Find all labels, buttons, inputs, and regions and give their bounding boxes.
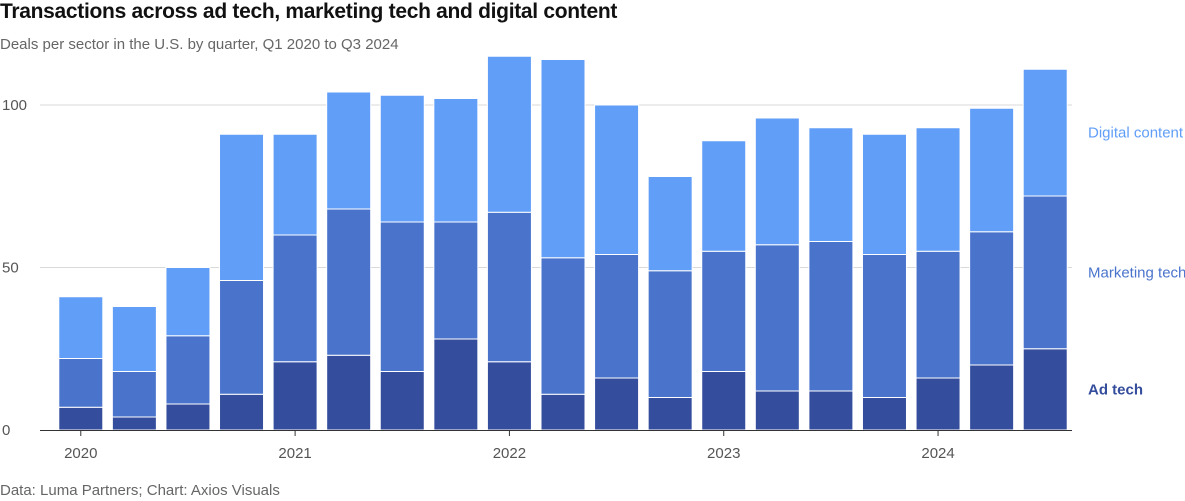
bar-digital-content (58, 296, 104, 359)
bar-ad-tech (701, 371, 747, 431)
bar-ad-tech (111, 416, 157, 431)
bar-ad-tech (540, 393, 586, 431)
legend-ad-tech: Ad tech (1088, 381, 1143, 398)
bar-digital-content (969, 107, 1015, 233)
legend: Digital content Marketing tech Ad tech (1088, 125, 1185, 399)
bar-ad-tech (58, 406, 104, 431)
bar-marketing-tech (754, 244, 800, 392)
bar-ad-tech (969, 364, 1015, 431)
bar-digital-content (647, 176, 693, 272)
legend-digital-content: Digital content (1088, 125, 1184, 142)
bar-ad-tech (379, 371, 425, 431)
bar-ad-tech (915, 377, 961, 431)
bar-digital-content (111, 306, 157, 372)
bar-ad-tech (647, 397, 693, 431)
bar-ad-tech (808, 390, 854, 431)
bar-digital-content (379, 94, 425, 223)
bar-digital-content (594, 104, 640, 255)
bar-marketing-tech (594, 254, 640, 379)
bar-marketing-tech (1022, 195, 1068, 350)
bar-marketing-tech (272, 234, 318, 363)
y-tick-label: 50 (2, 260, 19, 277)
bar-marketing-tech (540, 257, 586, 395)
bar-ad-tech (165, 403, 211, 431)
bar-digital-content (808, 127, 854, 242)
bar-marketing-tech (433, 221, 479, 340)
x-tick-label: 2024 (921, 445, 954, 462)
x-tick-label: 2023 (707, 445, 740, 462)
bar-ad-tech (219, 393, 265, 431)
bar-marketing-tech (219, 280, 265, 395)
bar-ad-tech (1022, 348, 1068, 431)
bar-marketing-tech (326, 208, 372, 356)
bar-digital-content (326, 91, 372, 210)
bar-ad-tech (594, 377, 640, 431)
bar-marketing-tech (969, 231, 1015, 366)
bar-digital-content (165, 267, 211, 337)
bar-digital-content (272, 133, 318, 236)
bar-marketing-tech (861, 254, 907, 398)
bar-marketing-tech (701, 250, 747, 372)
bar-digital-content (486, 55, 532, 213)
bar-marketing-tech (486, 211, 532, 363)
bar-digital-content (915, 127, 961, 252)
y-tick-label: 0 (2, 422, 10, 439)
bar-ad-tech (433, 338, 479, 431)
bar-digital-content (754, 117, 800, 246)
chart-title: Transactions across ad tech, marketing t… (0, 0, 618, 23)
bar-marketing-tech (58, 358, 104, 408)
bar-marketing-tech (808, 241, 854, 392)
bar-marketing-tech (165, 335, 211, 405)
bar-digital-content (433, 98, 479, 223)
bar-digital-content (219, 133, 265, 281)
x-tick-label: 2020 (64, 445, 97, 462)
bar-ad-tech (486, 361, 532, 431)
bar-marketing-tech (915, 250, 961, 379)
bars (58, 55, 1068, 431)
bar-marketing-tech (379, 221, 425, 372)
bar-marketing-tech (111, 371, 157, 418)
x-tick-label: 2022 (493, 445, 526, 462)
y-tick-label: 100 (2, 97, 27, 114)
bar-ad-tech (754, 390, 800, 431)
chart-source: Data: Luma Partners; Chart: Axios Visual… (0, 482, 280, 499)
bar-ad-tech (272, 361, 318, 431)
legend-marketing-tech: Marketing tech (1088, 264, 1185, 281)
bar-ad-tech (326, 354, 372, 431)
bar-ad-tech (861, 397, 907, 431)
bar-digital-content (861, 133, 907, 255)
stacked-bar-chart: 0 50 100 2020 2021 2022 2023 2024 Digital conte… (2, 55, 1185, 462)
x-tick-label: 2021 (278, 445, 311, 462)
bar-digital-content (1022, 68, 1068, 197)
bar-digital-content (701, 140, 747, 252)
chart-subtitle: Deals per sector in the U.S. by quarter,… (0, 36, 399, 53)
axes: 0 50 100 2020 2021 2022 2023 2024 (2, 97, 1072, 462)
bar-marketing-tech (647, 270, 693, 398)
bar-digital-content (540, 59, 586, 259)
